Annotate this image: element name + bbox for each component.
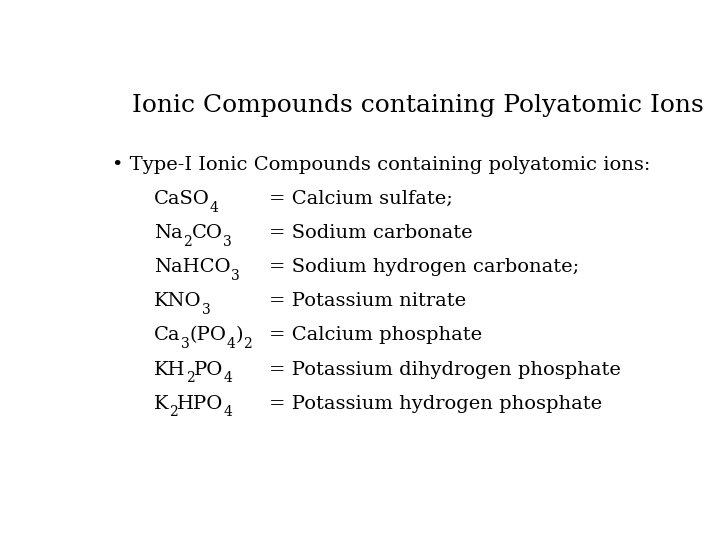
Text: = Calcium phosphate: = Calcium phosphate bbox=[269, 327, 482, 345]
Text: Ca: Ca bbox=[154, 327, 181, 345]
Text: HPO: HPO bbox=[177, 395, 224, 413]
Text: 3: 3 bbox=[222, 235, 231, 249]
Text: K: K bbox=[154, 395, 168, 413]
Text: NaHCO: NaHCO bbox=[154, 258, 231, 276]
Text: KNO: KNO bbox=[154, 292, 202, 310]
Text: = Sodium carbonate: = Sodium carbonate bbox=[269, 224, 472, 242]
Text: 4: 4 bbox=[224, 371, 233, 385]
Text: 3: 3 bbox=[231, 269, 240, 283]
Text: Na: Na bbox=[154, 224, 183, 242]
Text: KH: KH bbox=[154, 361, 186, 379]
Text: 4: 4 bbox=[226, 337, 235, 351]
Text: 2: 2 bbox=[243, 337, 251, 351]
Text: = Potassium hydrogen phosphate: = Potassium hydrogen phosphate bbox=[269, 395, 602, 413]
Text: = Potassium nitrate: = Potassium nitrate bbox=[269, 292, 466, 310]
Text: (PO: (PO bbox=[189, 327, 226, 345]
Text: CaSO: CaSO bbox=[154, 190, 210, 208]
Text: 3: 3 bbox=[181, 337, 189, 351]
Text: 2: 2 bbox=[186, 371, 194, 385]
Text: PO: PO bbox=[194, 361, 224, 379]
Text: 2: 2 bbox=[183, 235, 192, 249]
Text: • Type-I Ionic Compounds containing polyatomic ions:: • Type-I Ionic Compounds containing poly… bbox=[112, 156, 651, 174]
Text: = Calcium sulfate;: = Calcium sulfate; bbox=[269, 190, 452, 208]
Text: = Sodium hydrogen carbonate;: = Sodium hydrogen carbonate; bbox=[269, 258, 579, 276]
Text: = Potassium dihydrogen phosphate: = Potassium dihydrogen phosphate bbox=[269, 361, 621, 379]
Text: CO: CO bbox=[192, 224, 222, 242]
Text: ): ) bbox=[235, 327, 243, 345]
Text: 4: 4 bbox=[210, 200, 219, 214]
Text: 2: 2 bbox=[168, 405, 177, 419]
Text: 4: 4 bbox=[224, 405, 233, 419]
Text: Ionic Compounds containing Polyatomic Ions: Ionic Compounds containing Polyatomic Io… bbox=[132, 94, 703, 117]
Text: 3: 3 bbox=[202, 303, 210, 317]
